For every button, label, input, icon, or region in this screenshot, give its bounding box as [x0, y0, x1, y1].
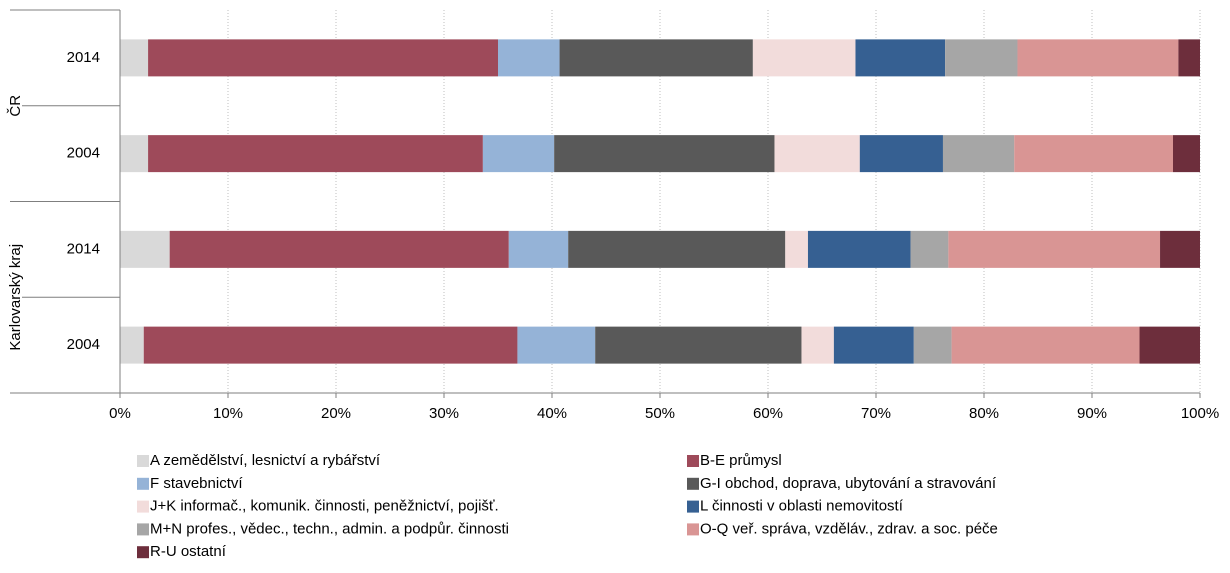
group-label: ČR	[7, 95, 24, 117]
bar-segment	[859, 135, 943, 173]
bar-segment	[1017, 39, 1179, 77]
bar-segment	[148, 39, 498, 77]
x-tick-label: 80%	[969, 405, 999, 422]
bar-segment	[910, 230, 949, 268]
bar-segment	[559, 39, 753, 77]
legend-swatch	[137, 477, 149, 490]
legend-label: L činnosti v oblasti nemovitostí	[700, 498, 904, 515]
bar-segment	[913, 326, 952, 364]
x-tick-label: 90%	[1077, 405, 1107, 422]
bar-segment	[595, 326, 802, 364]
bar-segment	[568, 230, 786, 268]
legend-label: O-Q veř. správa, vzděláv., zdrav. a soc.…	[700, 520, 998, 537]
legend-label: B-E průmysl	[700, 452, 782, 469]
bar-segment	[801, 326, 834, 364]
legend-swatch	[137, 523, 149, 536]
bar-segment	[855, 39, 946, 77]
legend-swatch	[687, 477, 699, 490]
bar-segment	[143, 326, 518, 364]
legend-label: R-U ostatní	[150, 543, 227, 560]
bar-segment	[554, 135, 775, 173]
legend-swatch	[687, 455, 699, 467]
legend-swatch	[687, 523, 699, 536]
x-tick-label: 10%	[213, 405, 243, 422]
bar-segment	[482, 135, 555, 173]
bar-segment	[120, 135, 149, 173]
bar-segment	[948, 230, 1161, 268]
bar-segment	[1014, 135, 1173, 173]
legend-label: J+K informač., komunik. činnosti, peněžn…	[150, 498, 499, 515]
legend-label: M+N profes., vědec., techn., admin. a po…	[150, 520, 509, 537]
y-tick-label: 2014	[67, 49, 100, 66]
bar-segment	[1178, 39, 1200, 77]
bar-segment	[508, 230, 569, 268]
bar-segment	[774, 135, 860, 173]
bar-segment	[945, 39, 1018, 77]
x-tick-label: 0%	[109, 405, 131, 422]
bar-segment	[942, 135, 1015, 173]
legend-label: G-I obchod, doprava, ubytování a stravov…	[700, 475, 997, 492]
bar-segment	[1173, 135, 1200, 173]
bar-segment	[1160, 230, 1200, 268]
y-tick-label: 2004	[67, 145, 100, 162]
legend-label: F stavebnictví	[150, 475, 243, 492]
legend-swatch	[137, 546, 149, 559]
bar-segment	[120, 326, 144, 364]
x-tick-label: 100%	[1181, 405, 1219, 422]
legend-swatch	[137, 455, 149, 467]
x-tick-label: 20%	[321, 405, 351, 422]
bar-segment	[498, 39, 560, 77]
bar-segment	[169, 230, 509, 268]
legend-swatch	[687, 500, 699, 513]
bar-segment	[807, 230, 911, 268]
bar-segment	[120, 230, 170, 268]
bar-segment	[120, 39, 149, 77]
group-label: Karlovarský kraj	[7, 244, 24, 351]
bar-segment	[752, 39, 856, 77]
x-tick-label: 50%	[645, 405, 675, 422]
bar-segment	[833, 326, 914, 364]
x-tick-label: 60%	[753, 405, 783, 422]
legend-swatch	[137, 500, 149, 513]
bar-segment	[951, 326, 1140, 364]
x-tick-label: 30%	[429, 405, 459, 422]
bar-segment	[517, 326, 596, 364]
y-tick-label: 2004	[67, 336, 100, 353]
x-tick-label: 70%	[861, 405, 891, 422]
bar-segment	[148, 135, 483, 173]
bar-segment	[785, 230, 808, 268]
x-tick-label: 40%	[537, 405, 567, 422]
bar-segment	[1139, 326, 1200, 364]
y-tick-label: 2014	[67, 240, 100, 257]
legend-label: A zemědělství, lesnictví a rybářství	[150, 452, 381, 469]
